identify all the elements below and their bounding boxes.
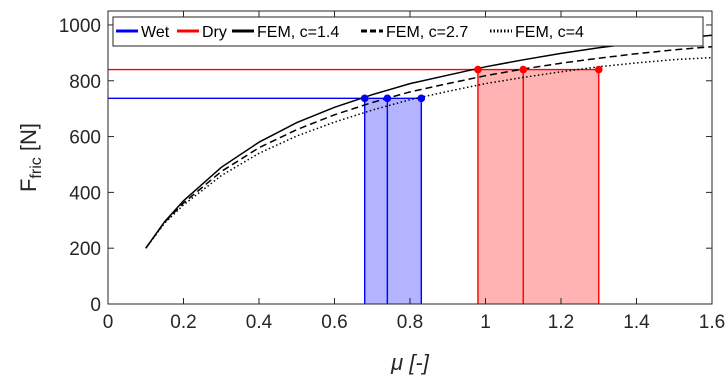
fem-curve-1	[145, 45, 713, 249]
measurement-points	[360, 65, 603, 103]
x-tick-label: 0.2	[170, 312, 196, 333]
legend-box	[112, 16, 704, 47]
legend-label-dry: Dry	[202, 24, 227, 41]
y-axis-label: Ffric [N]	[16, 123, 45, 192]
wet-point	[417, 94, 426, 103]
x-tick-label: 1	[480, 312, 491, 333]
y-axis-label-sub: fric	[28, 157, 45, 178]
dry-point	[594, 65, 603, 74]
y-tick-label: 0	[90, 295, 101, 316]
y-tick-label: 1000	[59, 16, 101, 37]
x-axis-label: μ [-]	[390, 350, 430, 375]
y-axis-label-unit: [N]	[16, 123, 41, 157]
wet-range-shade	[364, 98, 422, 304]
x-axis: 0 0.2 0.4 0.6 0.8 1 1.2 1.4 1.6	[103, 11, 725, 333]
x-tick-label: 0	[103, 312, 114, 333]
legend: Wet Dry FEM, c=1.4 FEM, c=2.7 FEM, c=4	[112, 16, 704, 47]
x-tick-label: 0.8	[397, 312, 423, 333]
y-axis: 0 200 400 600 800 1000	[59, 16, 712, 316]
reference-lines	[108, 68, 600, 304]
y-tick-label: 600	[69, 128, 101, 149]
x-tick-label: 0.6	[321, 312, 347, 333]
x-tick-label: 1.4	[623, 312, 650, 333]
legend-label-wet: Wet	[141, 24, 170, 41]
y-axis-label-main: F	[16, 179, 41, 192]
y-tick-label: 200	[69, 239, 101, 260]
wet-point	[360, 94, 369, 103]
legend-label-fem-c4: FEM, c=4	[515, 24, 584, 41]
wet-point	[383, 94, 392, 103]
fem-curves	[145, 34, 713, 249]
legend-label-fem-c14: FEM, c=1.4	[257, 24, 339, 41]
x-tick-label: 0.4	[246, 312, 273, 333]
x-tick-label: 1.2	[548, 312, 574, 333]
fem-curve-2	[145, 56, 713, 249]
y-tick-label: 400	[69, 183, 101, 204]
x-tick-label: 1.6	[699, 312, 725, 333]
fem-curve-0	[145, 34, 713, 249]
dry-point	[519, 65, 528, 74]
shaded-regions	[364, 69, 599, 304]
dry-range-shade	[477, 69, 599, 304]
dry-point	[474, 65, 482, 74]
legend-label-fem-c27: FEM, c=2.7	[386, 24, 468, 41]
y-tick-label: 800	[69, 72, 101, 93]
